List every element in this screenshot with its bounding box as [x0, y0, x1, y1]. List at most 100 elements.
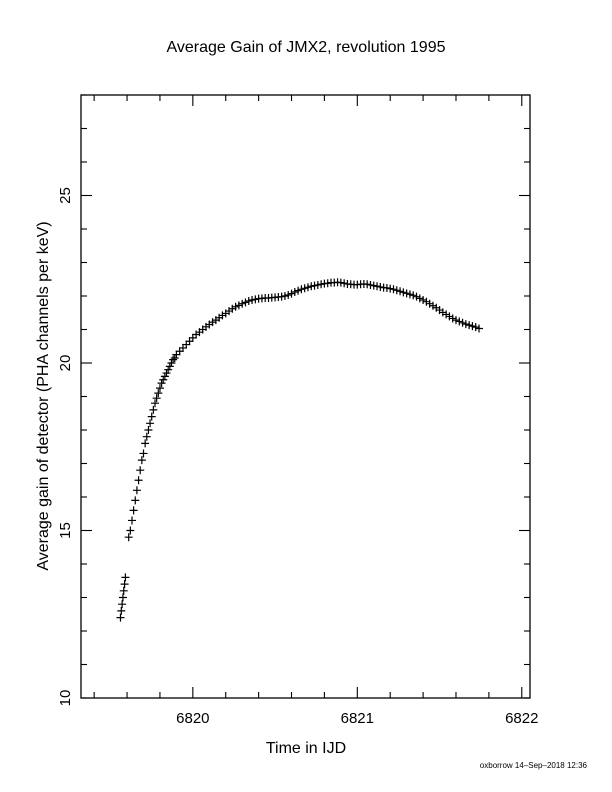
data-point: [323, 279, 332, 288]
data-point: [376, 282, 385, 291]
data-point: [185, 337, 194, 346]
data-point: [317, 280, 326, 289]
data-point: [146, 419, 155, 428]
data-point: [160, 372, 169, 381]
data-point: [164, 365, 173, 374]
data-point: [307, 282, 316, 291]
x-tick-label: 6820: [176, 710, 209, 727]
data-point: [132, 486, 141, 495]
data-point: [438, 308, 447, 317]
data-point: [231, 302, 240, 311]
data-point: [131, 496, 140, 505]
data-point: [152, 394, 161, 403]
data-point: [126, 526, 135, 535]
data-point: [277, 292, 286, 301]
data-point: [313, 280, 322, 289]
data-point: [251, 295, 260, 304]
data-point: [405, 290, 414, 299]
data-point: [297, 285, 306, 294]
data-point: [442, 310, 451, 319]
data-point: [389, 285, 398, 294]
data-point: [170, 353, 179, 362]
data-point: [129, 506, 138, 515]
y-tick-label: 20: [57, 355, 74, 372]
x-axis-label: Time in IJD: [266, 740, 346, 757]
data-point: [294, 286, 303, 295]
footer-stamp: oxborrow 14–Sep–2018 12:36: [480, 761, 588, 770]
data-point: [244, 297, 253, 306]
chart-title: Average Gain of JMX2, revolution 1995: [167, 39, 446, 56]
data-point: [175, 347, 184, 356]
data-point: [475, 324, 484, 333]
axis-tick-labels: 6820 6821 6822 15 20 25 10: [57, 187, 538, 727]
y-tick-label: 25: [57, 187, 74, 204]
data-point: [409, 291, 418, 300]
data-point: [118, 600, 127, 609]
data-point: [290, 287, 299, 296]
data-point: [165, 362, 174, 371]
data-point: [465, 321, 474, 330]
y-tick-label: 10: [57, 690, 74, 707]
data-point: [386, 284, 395, 293]
data-point: [382, 283, 391, 292]
data-point: [155, 384, 164, 393]
data-point: [369, 281, 378, 290]
data-point: [445, 312, 454, 321]
data-point: [144, 426, 153, 434]
data-point: [154, 389, 163, 398]
data-point: [280, 292, 289, 300]
data-point: [402, 289, 411, 298]
data-point: [167, 359, 176, 367]
data-point: [218, 311, 227, 320]
data-point: [137, 456, 146, 465]
data-point: [396, 287, 405, 296]
data-point: [303, 283, 312, 292]
data-point: [117, 606, 126, 615]
data-point: [188, 333, 197, 342]
data-point: [392, 286, 401, 295]
data-point: [451, 316, 460, 325]
data-point: [169, 355, 178, 364]
data-point: [366, 280, 375, 289]
data-point: [151, 399, 160, 408]
data-point: [284, 290, 293, 299]
data-point: [139, 449, 148, 458]
data-point: [448, 314, 457, 323]
data-point: [455, 317, 464, 326]
data-point: [178, 343, 187, 352]
data-point: [157, 379, 166, 388]
data-point: [141, 439, 150, 448]
data-point: [468, 322, 477, 331]
data-point: [208, 318, 217, 327]
data-point: [142, 432, 151, 441]
data-point: [363, 280, 372, 289]
data-point: [422, 297, 431, 306]
data-point: [162, 369, 171, 378]
data-points: [116, 278, 484, 622]
data-point: [124, 533, 133, 542]
data-point: [116, 613, 125, 622]
data-point: [336, 278, 345, 287]
x-tick-label: 6822: [505, 710, 538, 727]
x-tick-label: 6821: [341, 710, 374, 727]
axis-ticks: [81, 94, 530, 699]
data-point: [172, 350, 181, 359]
plot-frame: [80, 94, 531, 699]
data-point: [159, 375, 168, 384]
data-point: [121, 573, 130, 582]
data-point: [127, 516, 136, 525]
data-point: [373, 282, 382, 291]
data-point: [234, 301, 243, 310]
data-point: [149, 405, 158, 414]
data-point: [287, 289, 296, 298]
data-point: [340, 279, 349, 288]
data-point: [134, 476, 143, 485]
data-point: [412, 292, 421, 301]
data-point: [228, 304, 237, 313]
data-point: [120, 580, 129, 589]
data-point: [136, 466, 145, 475]
data-point: [182, 340, 191, 349]
data-point: [399, 288, 408, 297]
data-point: [118, 593, 127, 602]
